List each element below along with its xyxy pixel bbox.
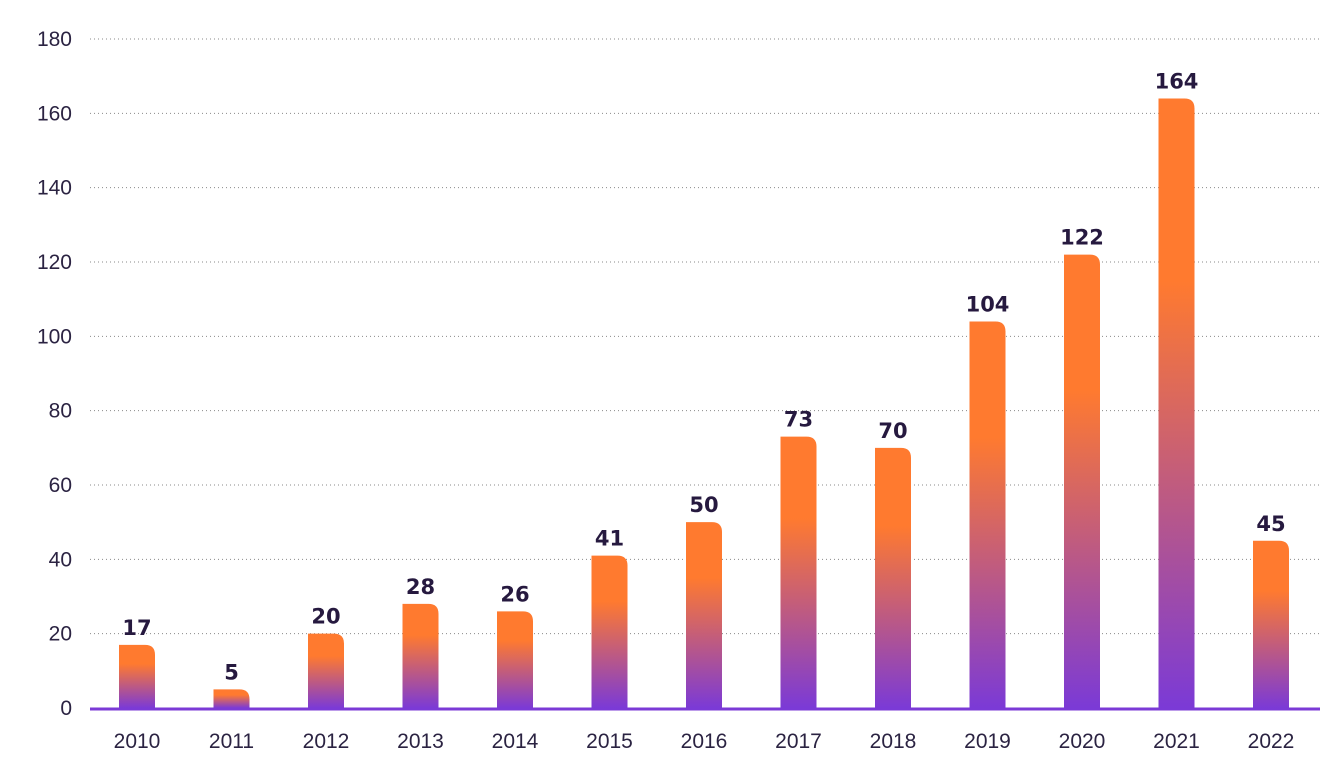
- data-labels: 17 5 20 28 26 41 50 73 70 104 122 164 45: [122, 69, 1285, 684]
- bar: [308, 633, 344, 708]
- bar: [1158, 98, 1195, 708]
- bars: [119, 98, 1289, 709]
- bar: [780, 436, 817, 708]
- data-label: 5: [224, 660, 239, 684]
- data-label: 28: [406, 575, 435, 599]
- bar: [1253, 540, 1289, 708]
- x-tick-label: 2022: [1248, 730, 1295, 753]
- y-tick-label: 100: [37, 325, 72, 348]
- y-tick-label: 120: [37, 251, 72, 274]
- gridlines: [90, 38, 1320, 635]
- x-tick-label: 2010: [114, 730, 161, 753]
- y-tick-label: 0: [60, 697, 72, 720]
- data-label: 122: [1060, 226, 1104, 250]
- data-label: 104: [966, 292, 1010, 316]
- y-axis-ticks: 0 20 40 60 80 100 120 140 160 180: [37, 28, 72, 720]
- x-axis-ticks: 2010 2011 2012 2013 2014 2015 2016 2017 2018 2019…: [114, 730, 1295, 753]
- data-label: 26: [500, 582, 529, 606]
- y-tick-label: 140: [37, 177, 72, 200]
- data-label: 20: [311, 605, 340, 629]
- bar: [969, 321, 1006, 708]
- bar: [213, 689, 250, 708]
- x-tick-label: 2016: [681, 730, 728, 753]
- bar: [1064, 254, 1100, 709]
- y-tick-label: 40: [49, 548, 72, 571]
- x-tick-label: 2021: [1153, 730, 1200, 753]
- bar: [119, 644, 155, 708]
- data-label: 45: [1256, 512, 1285, 536]
- x-tick-label: 2020: [1059, 730, 1106, 753]
- data-label: 50: [689, 493, 718, 517]
- data-label: 164: [1155, 69, 1199, 93]
- data-label: 41: [595, 527, 624, 551]
- x-tick-label: 2013: [397, 730, 444, 753]
- x-tick-label: 2014: [492, 730, 539, 753]
- bar: [875, 447, 911, 708]
- x-tick-label: 2012: [303, 730, 350, 753]
- y-tick-label: 20: [49, 623, 72, 646]
- y-tick-label: 80: [49, 400, 72, 423]
- y-tick-label: 180: [37, 28, 72, 51]
- y-tick-label: 160: [37, 102, 72, 125]
- x-tick-label: 2017: [775, 730, 822, 753]
- bar: [591, 555, 628, 708]
- y-tick-label: 60: [49, 474, 72, 497]
- x-tick-label: 2015: [586, 730, 633, 753]
- bar: [686, 522, 722, 708]
- bar: [497, 611, 533, 708]
- x-tick-label: 2018: [870, 730, 917, 753]
- data-label: 73: [784, 408, 813, 432]
- bar: [402, 603, 439, 708]
- data-label: 17: [122, 616, 151, 640]
- x-tick-label: 2019: [964, 730, 1011, 753]
- data-label: 70: [878, 419, 907, 443]
- x-tick-label: 2011: [209, 730, 254, 753]
